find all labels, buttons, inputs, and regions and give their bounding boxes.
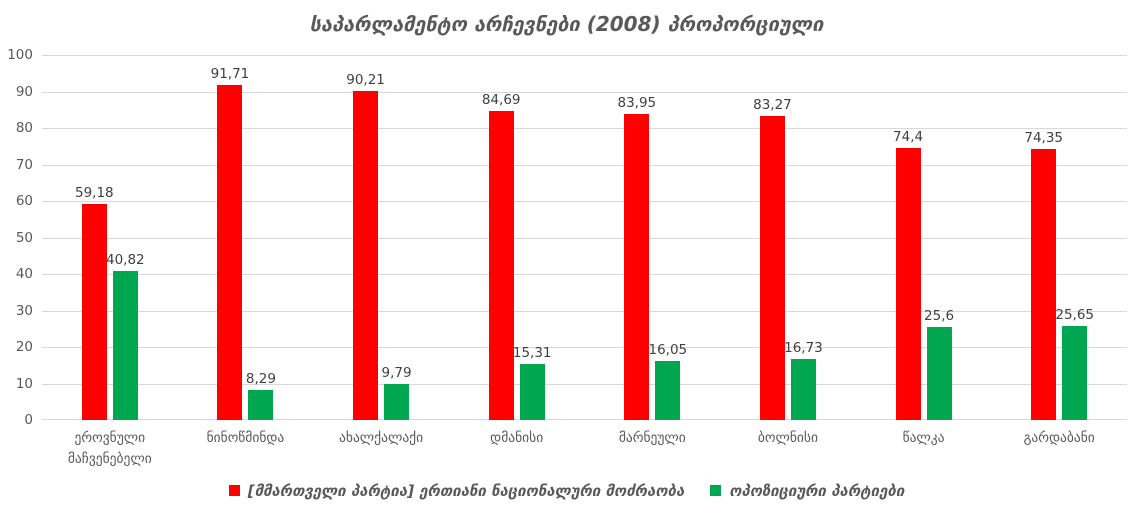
legend-marker-green xyxy=(710,485,722,497)
x-category-label: ბოლნისი xyxy=(757,430,818,446)
y-tick-label: 40 xyxy=(15,266,33,282)
data-label: 25,6 xyxy=(924,307,955,324)
data-label: 16,73 xyxy=(784,339,823,356)
bar-ruling-party: 84,69 xyxy=(482,92,521,420)
bar-opposition: 15,31 xyxy=(513,345,552,420)
legend-item-opposition: ოპოზიციური პარტიები xyxy=(710,482,904,500)
bar-opposition: 16,73 xyxy=(784,340,823,420)
data-label: 74,35 xyxy=(1024,129,1064,146)
bar-opposition: 16,05 xyxy=(648,342,687,420)
x-category-label: დმანისი xyxy=(490,430,544,446)
gridline xyxy=(42,164,1127,166)
y-tick-label: 100 xyxy=(7,47,33,63)
gridline xyxy=(42,310,1127,312)
plot-area: 59,18 40,82 91,71 8,29 90,21 9,79 84,69 15,31 83… xyxy=(42,55,1127,420)
bar-opposition: 40,82 xyxy=(106,252,145,420)
bar-opposition: 25,6 xyxy=(924,308,954,420)
bar-group: 59,18 40,82 xyxy=(42,55,178,420)
x-category-label: ახალქალაქი xyxy=(339,430,424,446)
legend-marker-red xyxy=(228,485,240,497)
gridline xyxy=(42,201,1127,202)
legend-label: [მმართველი პარტია] ერთიანი ნაციონალური მ… xyxy=(247,481,685,500)
legend: [მმართველი პარტია] ერთიანი ნაციონალური მ… xyxy=(0,482,1133,500)
gridline xyxy=(42,91,1127,93)
gridline xyxy=(42,419,1127,420)
bar-groups: 59,18 40,82 91,71 8,29 90,21 9,79 84,69 15,31 83… xyxy=(42,55,1127,420)
legend-label: ოპოზიციური პარტიები xyxy=(729,481,905,500)
data-label: 9,79 xyxy=(381,365,412,382)
x-category-label: ეროვნული მაჩვენებელი xyxy=(67,430,152,467)
x-category-label: მარნეული xyxy=(618,430,686,446)
data-label: 74,4 xyxy=(893,129,924,146)
y-tick-label: 20 xyxy=(15,339,33,355)
bar-ruling-party: 90,21 xyxy=(346,72,385,420)
bar-ruling-party: 83,95 xyxy=(617,95,656,420)
bar-ruling-party: 74,4 xyxy=(893,129,923,420)
gridline xyxy=(42,383,1127,385)
gridline xyxy=(42,274,1127,275)
y-tick-label: 30 xyxy=(15,302,33,319)
bar-opposition: 25,65 xyxy=(1055,307,1094,420)
bar-group: 84,69 15,31 xyxy=(449,55,585,420)
bar-opposition: 8,29 xyxy=(246,371,276,420)
bar-ruling-party: 59,18 xyxy=(75,185,114,420)
data-label: 83,27 xyxy=(753,97,792,114)
y-tick-label: 50 xyxy=(15,229,33,246)
gridline xyxy=(42,347,1127,348)
gridline xyxy=(42,55,1127,56)
x-category-label: ნინოწმინდა xyxy=(206,430,285,446)
legend-item-ruling-party: [მმართველი პარტია] ერთიანი ნაციონალური მ… xyxy=(228,481,685,500)
data-label: 59,18 xyxy=(74,185,114,201)
bar-group: 74,35 25,65 xyxy=(991,55,1127,420)
data-label: 40,82 xyxy=(105,252,145,269)
bar-ruling-party: 83,27 xyxy=(753,97,792,420)
bar-group: 91,71 8,29 xyxy=(178,55,314,420)
data-label: 8,29 xyxy=(245,370,276,387)
bar-group: 83,27 16,73 xyxy=(720,55,856,420)
bar-opposition: 9,79 xyxy=(382,365,412,420)
y-tick-label: 60 xyxy=(15,193,33,209)
data-label: 84,69 xyxy=(481,91,521,108)
y-axis: 0 10 20 30 40 50 60 70 80 90 100 xyxy=(0,47,42,428)
y-tick-label: 10 xyxy=(15,375,33,392)
y-tick-label: 80 xyxy=(15,120,33,136)
data-label: 15,31 xyxy=(512,345,552,362)
bar-group: 83,95 16,05 xyxy=(585,55,721,420)
y-tick-label: 0 xyxy=(24,412,33,428)
chart-title: საპარლამენტო არჩევნები (2008) პროპორციულ… xyxy=(309,12,824,36)
y-tick-label: 70 xyxy=(15,156,33,173)
bar-group: 74,4 25,6 xyxy=(856,55,992,420)
data-label: 91,71 xyxy=(210,66,250,83)
x-axis: ეროვნული მაჩვენებელი ნინოწმინდა ახალქალაქი… xyxy=(42,428,1127,470)
x-category-label: წალკა xyxy=(902,430,945,446)
data-label: 83,95 xyxy=(617,94,657,111)
data-label: 16,05 xyxy=(648,342,688,359)
bar-ruling-party: 74,35 xyxy=(1024,130,1063,420)
bar-group: 90,21 9,79 xyxy=(313,55,449,420)
plot-row: 0 10 20 30 40 50 60 70 80 90 100 59,18 40,82 91,71 8,… xyxy=(0,47,1127,428)
x-category-label: გარდაბანი xyxy=(1023,430,1095,446)
gridline xyxy=(42,237,1127,239)
y-tick-label: 90 xyxy=(15,83,33,100)
data-label: 25,65 xyxy=(1055,307,1095,324)
bar-ruling-party: 91,71 xyxy=(211,66,249,420)
gridline xyxy=(42,128,1127,129)
data-label: 90,21 xyxy=(346,71,385,88)
